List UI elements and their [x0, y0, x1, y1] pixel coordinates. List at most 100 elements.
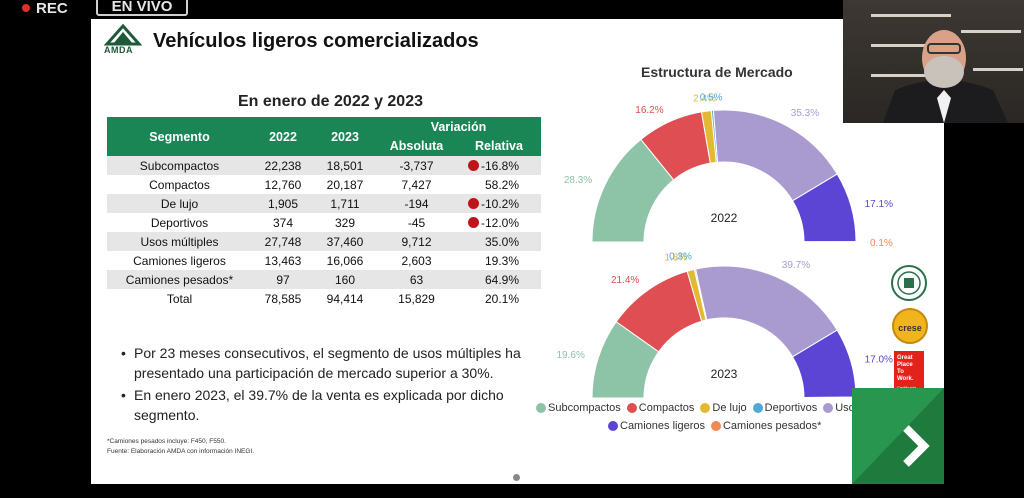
cell-2023: 20,187 — [326, 177, 364, 192]
header-relative: Relativa — [457, 136, 541, 156]
cell-absolute: 9,712 — [376, 232, 457, 251]
slice-label: 1.8% — [664, 253, 687, 264]
cell-segment: Deportivos — [150, 215, 209, 230]
crese-badge-icon: crese — [892, 308, 928, 344]
cell-absolute: -3,737 — [376, 156, 457, 175]
table-row: Usos múltiples 27,748 37,460 9,712 35.0% — [107, 232, 541, 251]
legend-label: De lujo — [712, 402, 747, 414]
donut-segment — [803, 396, 857, 399]
cell-2022: 97 — [252, 270, 314, 289]
relative-value: 64.9% — [484, 272, 519, 287]
legend-label: Compactos — [638, 402, 695, 414]
header-absolute: Absoluta — [376, 136, 457, 156]
segment-table: Segmento 2022 2023 Variación Absoluta Re… — [107, 117, 541, 308]
cell-absolute: -194 — [376, 194, 457, 213]
footnote: *Camiones pesados incluye: F450, F550. F… — [107, 437, 254, 457]
cell-relative: -16.8% — [457, 156, 541, 175]
cell-2023: 1,711 — [314, 194, 376, 213]
negative-indicator-icon — [467, 216, 479, 228]
relative-value: 19.3% — [484, 253, 519, 268]
slice-label: 19.6% — [557, 350, 585, 361]
footnote-heavy-trucks: *Camiones pesados incluye: F450, F550. — [107, 438, 226, 445]
great-place-to-work-badge-icon: Great Place To Work. Certificada — [894, 351, 924, 393]
cell-2023: 160 — [314, 270, 376, 289]
cell-2023: 329 — [334, 215, 356, 230]
slide-title: Vehículos ligeros comercializados — [153, 30, 479, 52]
relative-value: -16.8% — [480, 158, 519, 173]
header-2022: 2022 — [252, 117, 314, 156]
rec-label: REC — [36, 0, 68, 17]
record-dot-icon — [22, 4, 30, 12]
gptw-line: Certificada — [897, 385, 917, 390]
cell-relative: 64.9% — [457, 270, 541, 289]
webcam-video — [843, 0, 1024, 123]
cell-segment: Subcompactos — [107, 156, 252, 175]
presenter-avatar — [883, 30, 1008, 123]
cell-segment: De lujo — [107, 194, 252, 213]
cell-segment: Compactos — [149, 177, 210, 192]
slice-label: 0.3% — [669, 252, 692, 263]
negative-indicator-icon — [467, 159, 479, 171]
legend-swatch — [710, 421, 721, 431]
relative-value: 35.0% — [484, 234, 519, 249]
relative-value: -10.2% — [480, 196, 519, 211]
cell-relative: -12.0% — [457, 213, 541, 232]
slice-label: 0.1% — [870, 238, 893, 249]
legend-swatch — [700, 403, 711, 413]
table-row: Subcompactos 22,238 18,501 -3,737 -16.8% — [107, 156, 541, 175]
gptw-line: Great — [897, 355, 913, 361]
donut-center-label: 2023 — [711, 367, 738, 381]
table-title: En enero de 2022 y 2023 — [238, 93, 423, 110]
cell-relative: 35.0% — [457, 232, 541, 251]
next-slide-arrow[interactable] — [852, 388, 944, 484]
negative-indicator-icon — [467, 197, 479, 209]
cell-2023: 94,414 — [314, 289, 376, 308]
gptw-line: Work. — [897, 376, 914, 382]
legend-item: Camiones ligeros — [608, 420, 705, 432]
legend-item: Compactos — [626, 402, 695, 414]
cell-2023: 16,066 — [326, 253, 364, 268]
relative-value: 58.2% — [484, 177, 519, 192]
bullet-item: En enero 2023, el 39.7% de la venta es e… — [121, 385, 541, 425]
table-row: Compactos 12,760 20,187 7,427 58.2% — [107, 175, 541, 194]
cell-absolute: 2,603 — [401, 253, 432, 268]
cell-segment: Usos múltiples — [107, 232, 252, 251]
relative-value: -12.0% — [480, 215, 519, 230]
cell-2022: 13,463 — [264, 253, 302, 268]
legend-swatch — [823, 403, 834, 413]
donut-center-label: 2022 — [711, 211, 738, 225]
cell-relative: 20.1% — [457, 289, 541, 308]
legend-swatch — [626, 403, 637, 413]
logo-text: AMDA — [104, 45, 133, 55]
cell-2022: 12,760 — [264, 177, 302, 192]
legend-swatch — [752, 403, 763, 413]
gptw-line: Place — [897, 362, 913, 368]
cell-segment: Camiones ligeros — [133, 253, 226, 268]
cell-2022: 27,748 — [252, 232, 314, 251]
amda-logo-icon — [103, 24, 143, 46]
recording-indicator: REC — [22, 0, 68, 17]
relative-value: 20.1% — [484, 291, 519, 306]
cell-2023: 37,460 — [314, 232, 376, 251]
legend-label: Subcompactos — [548, 402, 621, 414]
cell-segment: Camiones pesados* — [107, 270, 252, 289]
certification-seal-icon — [891, 265, 927, 301]
bullet-list: Por 23 meses consecutivos, el segmento d… — [121, 343, 541, 427]
cell-2022: 22,238 — [252, 156, 314, 175]
legend-label: Deportivos — [764, 402, 818, 414]
table-row: Deportivos 374 329 -45 -12.0% — [107, 213, 541, 232]
slice-label: 28.3% — [564, 175, 592, 186]
legend-item: Subcompactos — [536, 402, 621, 414]
gptw-line: To — [897, 369, 904, 375]
cell-absolute: 7,427 — [401, 177, 432, 192]
slice-label: 17.1% — [865, 199, 893, 210]
legend-label: Camiones ligeros — [620, 420, 705, 432]
cell-2022: 374 — [272, 215, 294, 230]
slice-label: 17.0% — [865, 355, 893, 366]
table-row: De lujo 1,905 1,711 -194 -10.2% — [107, 194, 541, 213]
legend-swatch — [536, 403, 546, 413]
slice-label: 35.3% — [791, 108, 819, 119]
legend-item: De lujo — [700, 402, 747, 414]
cell-absolute: 63 — [376, 270, 457, 289]
legend-item: Camiones pesados* — [710, 420, 821, 432]
